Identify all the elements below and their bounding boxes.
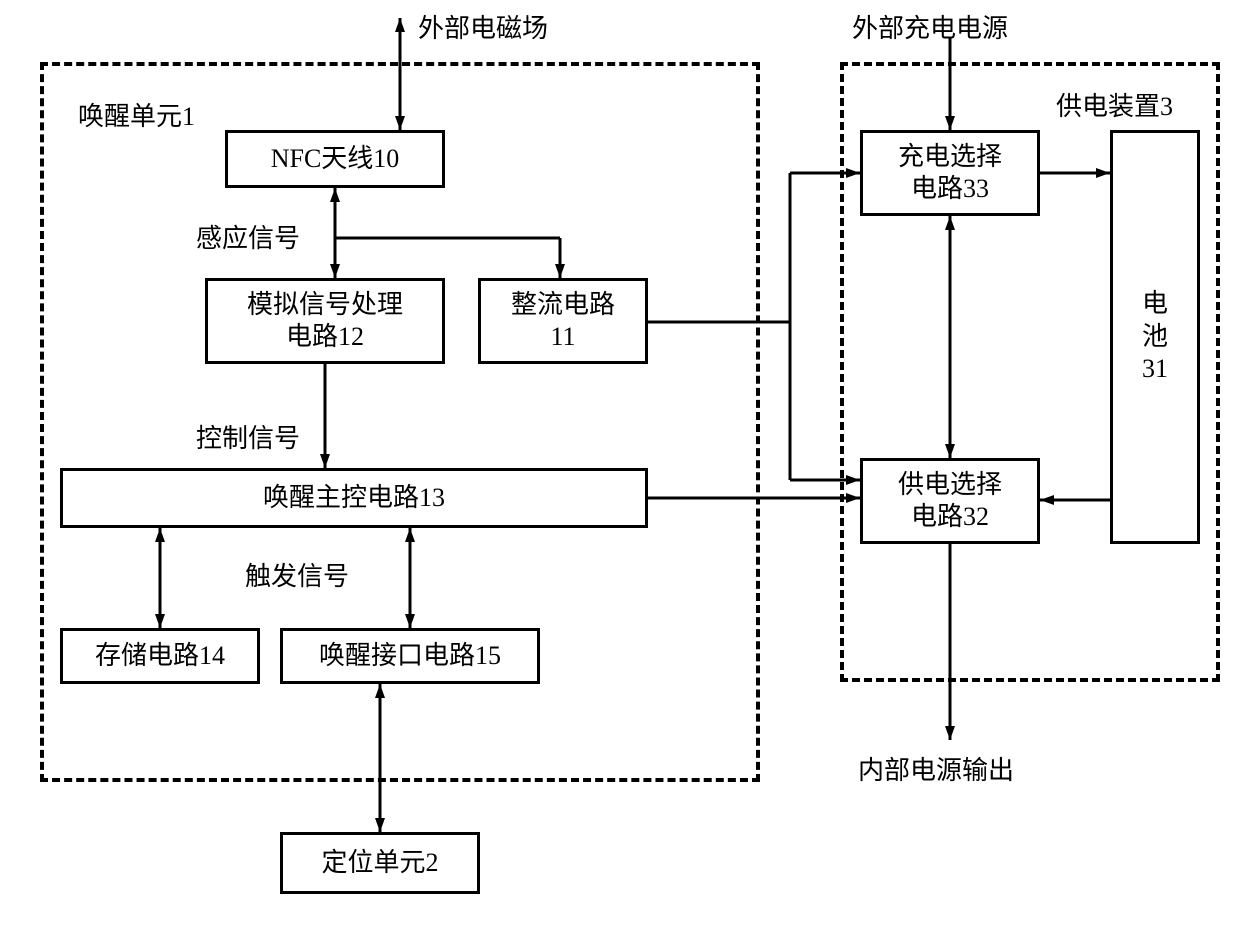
battery-label: 电 池 31: [1142, 288, 1168, 386]
rectifier-label: 整流电路 11: [511, 289, 615, 354]
power-select-label: 供电选择 电路32: [898, 469, 1002, 534]
control-signal-label: 控制信号: [196, 418, 300, 455]
storage-block: 存储电路14: [60, 628, 260, 684]
positioning-unit-label: 定位单元2: [321, 847, 438, 880]
wake-interface-label: 唤醒接口电路15: [319, 640, 501, 673]
trigger-signal-label: 触发信号: [245, 556, 349, 593]
nfc-antenna-label: NFC天线10: [271, 143, 400, 176]
nfc-antenna-block: NFC天线10: [225, 130, 445, 188]
storage-label: 存储电路14: [95, 640, 225, 673]
wake-main-control-label: 唤醒主控电路13: [263, 482, 445, 515]
wake-interface-block: 唤醒接口电路15: [280, 628, 540, 684]
wake-main-control-block: 唤醒主控电路13: [60, 468, 648, 528]
external-em-field-label: 外部电磁场: [418, 8, 548, 45]
analog-processing-block: 模拟信号处理 电路12: [205, 278, 445, 364]
external-charge-src-label: 外部充电电源: [852, 8, 1008, 45]
power-select-block: 供电选择 电路32: [860, 458, 1040, 544]
positioning-unit-block: 定位单元2: [280, 832, 480, 894]
analog-processing-label: 模拟信号处理 电路12: [247, 289, 403, 354]
internal-power-out-label: 内部电源输出: [858, 750, 1014, 787]
charge-select-label: 充电选择 电路33: [898, 141, 1002, 206]
rectifier-block: 整流电路 11: [478, 278, 648, 364]
battery-block: 电 池 31: [1110, 130, 1200, 544]
charge-select-block: 充电选择 电路33: [860, 130, 1040, 216]
wake-unit-label: 唤醒单元1: [78, 96, 195, 133]
sense-signal-label: 感应信号: [196, 218, 300, 255]
power-device-label: 供电装置3: [1056, 86, 1173, 123]
